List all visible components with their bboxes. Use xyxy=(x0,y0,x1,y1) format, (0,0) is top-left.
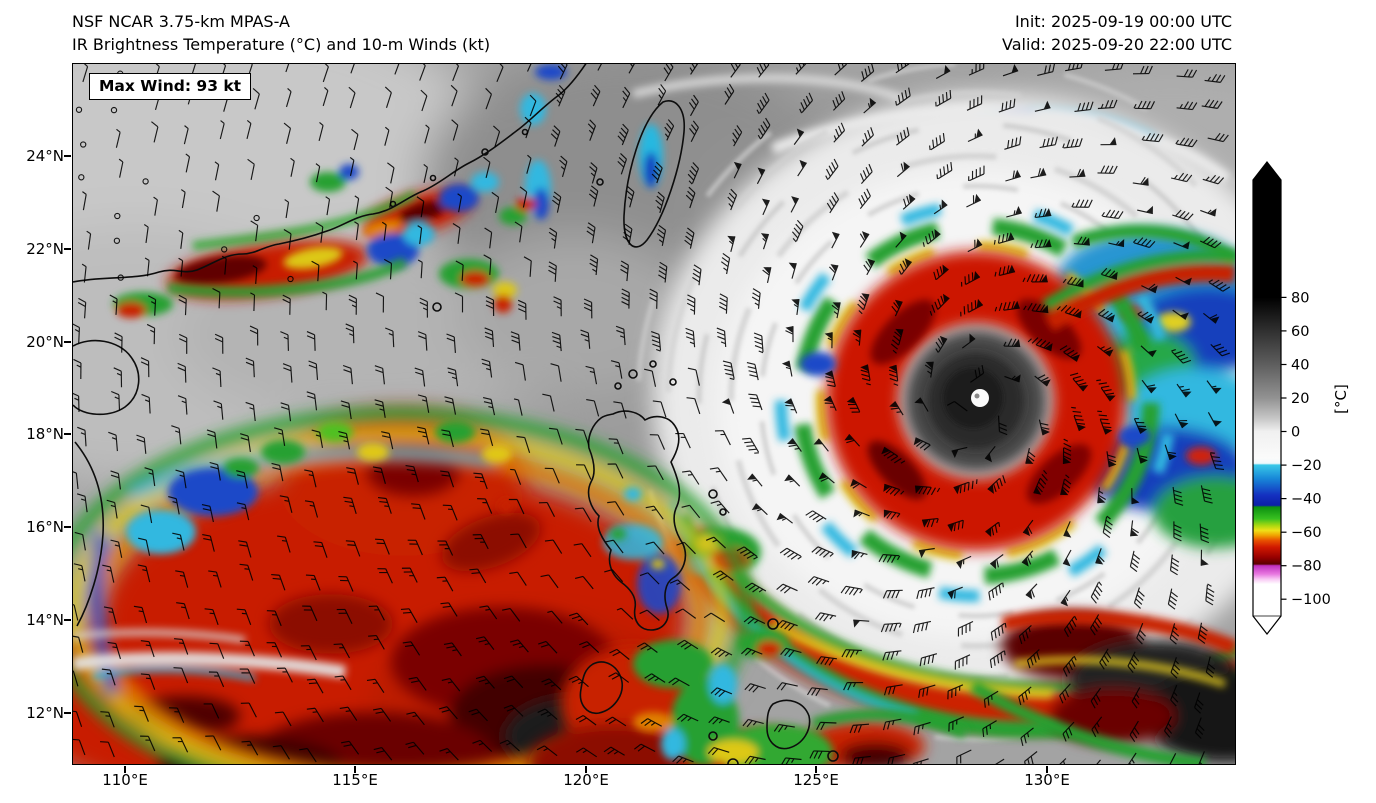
y-axis-tick xyxy=(64,155,71,157)
y-axis-tick xyxy=(64,433,71,435)
y-axis-label: 20°N xyxy=(26,333,64,351)
y-axis-label: 24°N xyxy=(26,147,64,165)
svg-text:40: 40 xyxy=(1291,358,1309,374)
svg-text:20: 20 xyxy=(1291,391,1309,407)
svg-text:0: 0 xyxy=(1291,425,1300,441)
svg-text:−20: −20 xyxy=(1291,458,1322,474)
coastline-taiwan xyxy=(623,100,685,248)
y-axis-tick xyxy=(64,341,71,343)
valid-time: Valid: 2025-09-20 22:00 UTC xyxy=(1001,35,1232,54)
map-panel: Max Wind: 93 kt xyxy=(72,63,1236,765)
y-axis-tick xyxy=(64,712,71,714)
y-axis-label: 14°N xyxy=(26,611,64,629)
svg-text:−60: −60 xyxy=(1291,525,1322,541)
svg-text:80: 80 xyxy=(1291,290,1309,306)
y-axis-label: 22°N xyxy=(26,240,64,258)
svg-text:−80: −80 xyxy=(1291,559,1322,575)
init-time: Init: 2025-09-19 00:00 UTC xyxy=(1014,12,1232,31)
y-axis-label: 12°N xyxy=(26,704,64,722)
x-axis-label: 125°E xyxy=(793,771,839,789)
x-axis-tick xyxy=(585,765,587,773)
colorbar: 80 60 40 20 0 −20 −40 −60 −80 −100 xyxy=(1247,160,1376,642)
ir-satellite-map xyxy=(73,64,1235,764)
philippines-convection xyxy=(528,487,968,764)
svg-text:−100: −100 xyxy=(1291,592,1331,608)
y-axis-label: 18°N xyxy=(26,425,64,443)
x-axis-label: 115°E xyxy=(332,771,378,789)
y-axis-tick xyxy=(64,619,71,621)
coastlines xyxy=(73,64,839,764)
coastline-mindoro xyxy=(579,661,623,714)
x-axis-tick xyxy=(815,765,817,773)
x-axis-label: 110°E xyxy=(102,771,148,789)
coastline-luzon xyxy=(587,410,687,631)
colorbar-unit-label: [°C] xyxy=(1331,384,1350,414)
typhoon-eye xyxy=(971,389,989,407)
wind-barbs xyxy=(73,64,1231,764)
coastline-hainan xyxy=(73,339,140,416)
svg-text:60: 60 xyxy=(1291,324,1309,340)
x-axis-tick xyxy=(354,765,356,773)
coastline-samar xyxy=(766,699,811,750)
x-axis-label: 130°E xyxy=(1024,771,1070,789)
y-axis-tick xyxy=(64,526,71,528)
max-wind-badge: Max Wind: 93 kt xyxy=(89,73,252,100)
x-axis-label: 120°E xyxy=(563,771,609,789)
coastline-china xyxy=(73,64,587,283)
coastline-vietnam xyxy=(74,441,105,627)
x-axis-tick xyxy=(1046,765,1048,773)
svg-text:−40: −40 xyxy=(1291,492,1322,508)
y-axis-label: 16°N xyxy=(26,518,64,536)
model-title: NSF NCAR 3.75-km MPAS-A xyxy=(72,12,290,31)
x-axis-tick xyxy=(124,765,126,773)
y-axis-tick xyxy=(64,248,71,250)
south-china-coast-band xyxy=(113,64,663,318)
field-title: IR Brightness Temperature (°C) and 10-m … xyxy=(72,35,491,54)
